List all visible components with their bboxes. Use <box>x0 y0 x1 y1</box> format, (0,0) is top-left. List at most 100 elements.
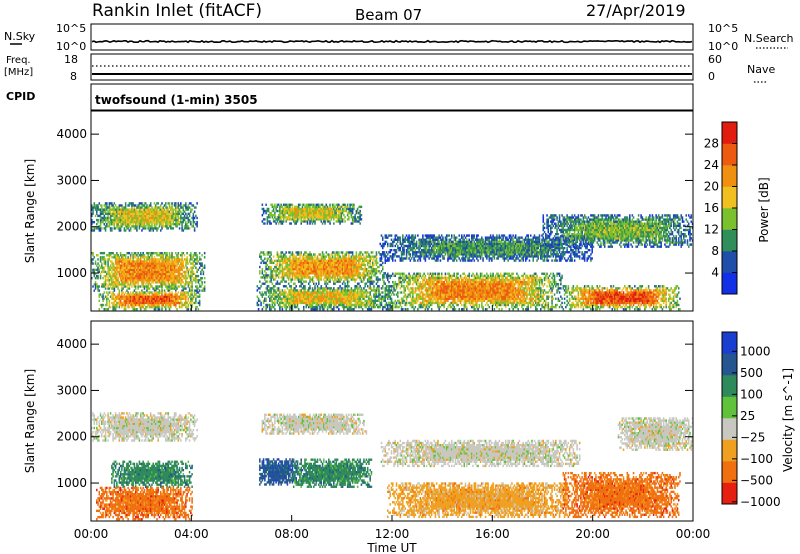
heatmap-cell <box>314 272 316 275</box>
heatmap-cell <box>359 211 361 215</box>
heatmap-cell <box>323 263 325 267</box>
heatmap-cell <box>181 274 183 278</box>
heatmap-cell <box>168 254 171 257</box>
heatmap-cell <box>187 281 190 284</box>
heatmap-cell <box>176 307 178 311</box>
heatmap-cell <box>351 205 354 209</box>
heatmap-cell <box>122 297 124 300</box>
heatmap-cell <box>166 220 168 224</box>
heatmap-cell <box>290 209 292 213</box>
heatmap-cell <box>153 214 156 218</box>
heatmap-cell <box>281 265 284 269</box>
heatmap-cell <box>271 203 274 206</box>
heatmap-cell <box>193 289 196 292</box>
heatmap-cell <box>141 301 143 305</box>
heatmap-cell <box>294 265 296 269</box>
heatmap-cell <box>118 260 121 263</box>
heatmap-cell <box>323 211 325 215</box>
heatmap-cell <box>102 293 104 296</box>
heatmap-cell <box>291 291 294 294</box>
heatmap-cell <box>136 295 138 298</box>
heatmap-cell <box>142 297 144 300</box>
heatmap-cell <box>277 303 280 307</box>
heatmap-cell <box>277 222 280 225</box>
heatmap-cell <box>311 299 314 303</box>
heatmap-cell <box>132 220 134 224</box>
heatmap-cell <box>316 297 319 300</box>
heatmap-cell <box>141 254 143 257</box>
heatmap-cell <box>180 206 182 209</box>
heatmap-cell <box>275 205 277 209</box>
heatmap-cell <box>161 214 163 218</box>
heatmap-cell <box>165 225 167 228</box>
heatmap-cell <box>307 289 310 292</box>
heatmap-cell <box>339 303 341 307</box>
heatmap-cell <box>354 285 356 288</box>
heatmap-cell <box>305 293 308 296</box>
heatmap-cell <box>328 295 330 298</box>
heatmap-cell <box>170 218 172 222</box>
heatmap-cell <box>261 259 264 262</box>
heatmap-cell <box>154 270 157 274</box>
heatmap-cell <box>318 209 320 213</box>
heatmap-cell <box>146 208 148 211</box>
heatmap-cell <box>346 265 349 269</box>
heatmap-cell <box>328 209 330 213</box>
heatmap-cell <box>154 281 157 284</box>
heatmap-cell <box>363 291 365 294</box>
heatmap-cell <box>147 216 149 220</box>
heatmap-cell <box>275 282 277 285</box>
heatmap-cell <box>282 207 285 211</box>
heatmap-cell <box>159 262 162 265</box>
heatmap-cell <box>123 293 126 296</box>
heatmap-cell <box>373 255 375 258</box>
heatmap-cell <box>149 264 152 267</box>
heatmap-cell <box>187 208 190 211</box>
heatmap-cell <box>138 204 141 207</box>
heatmap-cell <box>185 283 187 286</box>
heatmap-cell <box>117 216 119 220</box>
heatmap-cell <box>166 258 168 261</box>
heatmap-cell <box>133 276 136 280</box>
heatmap-cell <box>272 218 275 221</box>
heatmap-cell <box>280 301 282 305</box>
heatmap-cell <box>152 274 154 278</box>
heatmap-cell <box>265 265 267 269</box>
heatmap-cell <box>289 259 291 262</box>
heatmap-cell <box>265 272 267 275</box>
heatmap-cell <box>109 208 112 211</box>
heatmap-cell <box>114 208 117 211</box>
heatmap-cell <box>111 208 113 211</box>
heatmap-cell <box>348 291 350 294</box>
heatmap-cell <box>183 287 186 290</box>
heatmap-cell <box>136 214 138 218</box>
heatmap-cell <box>358 299 360 303</box>
heatmap-cell <box>324 280 326 283</box>
heatmap-cell <box>133 297 136 300</box>
heatmap-cell <box>358 287 360 290</box>
heatmap-cell <box>279 270 281 273</box>
heatmap-cell <box>353 255 355 258</box>
heatmap-cell <box>328 274 330 277</box>
heatmap-cell <box>139 258 142 261</box>
heatmap-cell <box>282 259 285 262</box>
heatmap-cell <box>106 223 108 226</box>
heatmap-cell <box>131 262 133 265</box>
heatmap-cell <box>129 214 132 218</box>
heatmap-cell <box>138 270 141 274</box>
heatmap-cell <box>340 265 343 269</box>
heatmap-cell <box>368 278 370 281</box>
heatmap-cell <box>181 305 183 309</box>
heatmap-cell <box>272 278 275 281</box>
heatmap-cell <box>360 214 363 217</box>
heatmap-cell <box>331 216 334 219</box>
heatmap-cell <box>147 225 149 228</box>
heatmap-cell <box>183 225 186 228</box>
heatmap-cell <box>355 251 358 254</box>
heatmap-cell <box>129 258 132 261</box>
heatmap-cell <box>122 260 124 263</box>
heatmap-cell <box>265 287 267 290</box>
heatmap-cell <box>363 257 365 260</box>
heatmap-cell <box>152 287 154 290</box>
heatmap-cell <box>351 267 354 271</box>
